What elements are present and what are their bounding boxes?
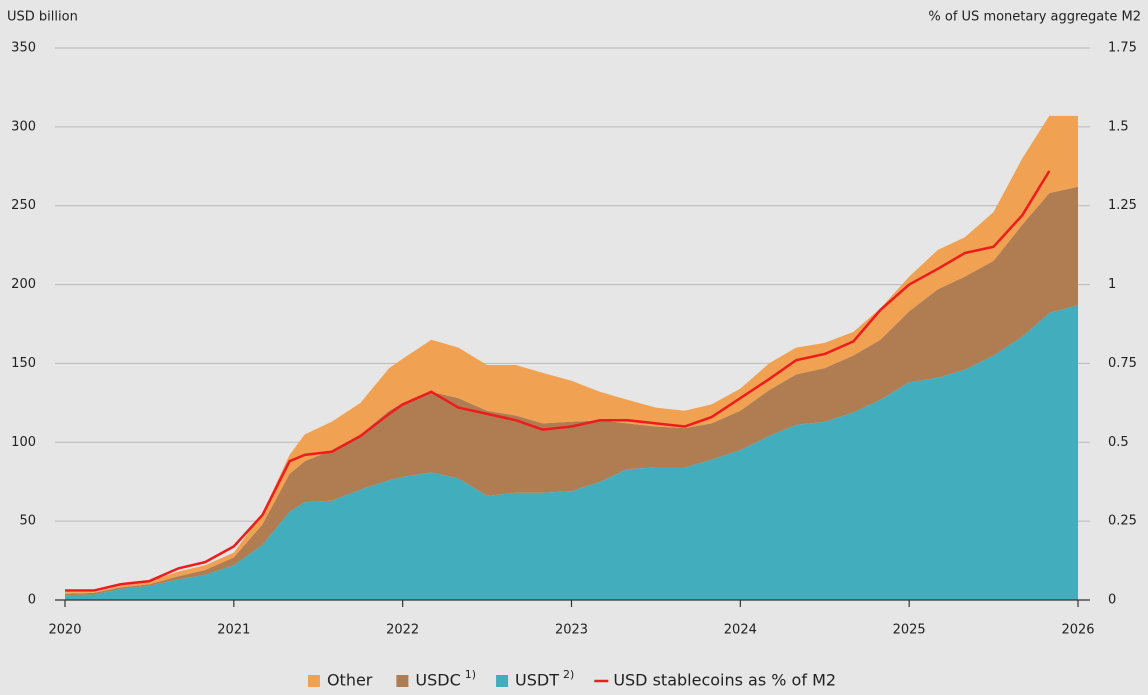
- y2-tick-label: 0.5: [1108, 435, 1129, 450]
- x-tick-label: 2020: [48, 623, 81, 638]
- legend-label: USD stablecoins as % of M2: [613, 671, 836, 690]
- y-tick-label: 250: [11, 198, 36, 213]
- area: [65, 305, 1078, 600]
- line: [65, 170, 1051, 592]
- y2-tick-label: 0.25: [1108, 514, 1137, 529]
- legend: Other USDC 1) USDT 2) USD stablecoins as % of…: [307, 668, 836, 690]
- y-tick-label: 200: [11, 277, 36, 292]
- x-tick-label: 2021: [217, 623, 250, 638]
- x-tick-label: 2025: [893, 623, 926, 638]
- area: [65, 186, 1078, 596]
- y2-tick-label: 1: [1108, 277, 1116, 292]
- y-tick-label: 300: [11, 119, 36, 134]
- legend-swatch: [396, 675, 409, 687]
- y2-tick-label: 1.25: [1108, 198, 1137, 213]
- y2-tick-label: 1.75: [1108, 41, 1137, 56]
- legend-note: 2): [563, 668, 574, 681]
- legend-label: USDC: [415, 671, 460, 690]
- y-tick-label: 150: [11, 356, 36, 371]
- legend-swatch: [496, 675, 509, 687]
- x-tick-label: 2024: [724, 623, 757, 638]
- y2-axis-label: % of US monetary aggregate M2: [928, 10, 1141, 25]
- y-tick-label: 50: [19, 514, 36, 529]
- y2-tick-label: 0: [1108, 593, 1116, 608]
- y-tick-label: 100: [11, 435, 36, 450]
- legend-note: 1): [465, 668, 476, 681]
- y-axis-label: USD billion: [7, 10, 78, 25]
- y2-tick-label: 1.5: [1108, 119, 1129, 134]
- x-tick-label: 2026: [1061, 623, 1094, 638]
- x-tick-label: 2022: [386, 623, 419, 638]
- y-tick-label: 0: [28, 593, 36, 608]
- legend-label: Other: [327, 671, 373, 690]
- legend-swatch: [307, 675, 320, 687]
- y-tick-label: 350: [11, 41, 36, 56]
- legend-label: USDT: [515, 671, 559, 690]
- y2-tick-label: 0.75: [1108, 356, 1137, 371]
- grid: [55, 47, 1090, 522]
- x-tick-label: 2023: [555, 623, 588, 638]
